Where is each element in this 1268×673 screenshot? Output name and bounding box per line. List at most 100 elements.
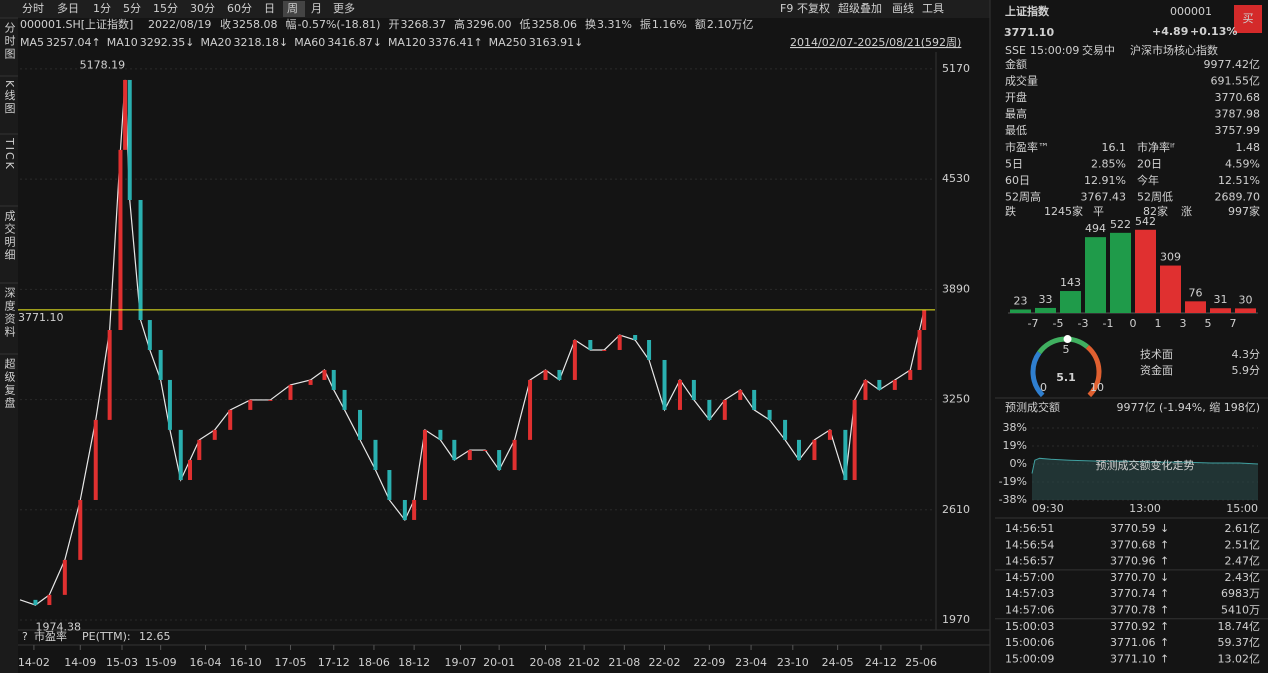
x-tick-label: 16-10	[230, 656, 262, 669]
ma-label: MA120	[388, 36, 426, 49]
candle	[853, 400, 857, 480]
ma-value: 3218.18↓	[233, 36, 288, 49]
candle	[452, 440, 456, 460]
y-tick-label: -38%	[999, 493, 1027, 506]
gauge-min: 0	[1040, 381, 1047, 394]
candle	[544, 370, 548, 380]
tool[interactable]: 不复权	[797, 1, 830, 15]
candle	[139, 200, 143, 320]
y-tick-label: 0%	[1010, 457, 1027, 470]
tab[interactable]: 1分	[93, 2, 111, 15]
tab[interactable]: 日	[264, 2, 275, 15]
x-tick-label: 15-09	[145, 656, 177, 669]
x-tick-label: 23-04	[735, 656, 767, 669]
tick-price: 3770.74	[1110, 587, 1156, 600]
x-tick-label: 09:30	[1032, 502, 1064, 515]
candle	[228, 410, 232, 430]
intraday-summary: 9977亿 (-1.94%, 缩 198亿)	[1117, 401, 1260, 414]
tick-time: 14:57:03	[1005, 587, 1054, 600]
candle	[647, 340, 651, 360]
tab[interactable]: 月	[311, 2, 322, 15]
range: 2014/02/07-2025/08/21(592周)	[790, 36, 961, 49]
side-bar	[0, 18, 18, 673]
side-tab[interactable]: 分时图	[3, 22, 16, 61]
tab[interactable]: 周	[287, 2, 298, 15]
candle	[783, 420, 787, 440]
candle	[723, 400, 727, 420]
y-tick-label: -19%	[999, 475, 1027, 488]
bar	[1160, 266, 1181, 313]
y-tick-label: 3250	[942, 393, 970, 406]
side-tab[interactable]: 超级复盘	[3, 357, 16, 410]
candle	[128, 80, 132, 200]
gauge-pointer	[1064, 335, 1072, 343]
tab[interactable]: 30分	[190, 2, 215, 15]
stat-value: 2.85%	[1091, 158, 1126, 171]
x-tick-label: 13:00	[1129, 502, 1161, 515]
x-tick-label: 23-10	[777, 656, 809, 669]
ma-value: 3416.87↓	[327, 36, 382, 49]
side-tab[interactable]: 深度资料	[3, 287, 16, 339]
tick-volume: 59.37亿	[1218, 636, 1261, 649]
tab[interactable]: 更多	[333, 1, 355, 15]
watermark: 预测成交额变化走势	[1096, 458, 1195, 472]
tool[interactable]: 工具	[922, 2, 944, 15]
candle	[213, 430, 217, 440]
stat-value: 3787.98	[1215, 108, 1261, 121]
side-tab[interactable]: TICK	[3, 137, 16, 171]
candle	[602, 350, 606, 351]
candle	[63, 560, 67, 595]
side-tab[interactable]: K线图	[3, 80, 16, 115]
bar-label: 542	[1135, 215, 1156, 228]
tool[interactable]: 画线	[892, 1, 914, 15]
tab[interactable]: 分时	[22, 2, 44, 15]
candle	[358, 410, 362, 440]
candle	[179, 430, 183, 480]
stat-label: 成交量	[1005, 74, 1038, 88]
score-label: 技术面	[1140, 348, 1173, 361]
bar	[1135, 230, 1156, 313]
info-label: 额	[695, 18, 706, 31]
stat-value: 691.55亿	[1211, 75, 1261, 88]
buy[interactable]: 买	[1243, 12, 1254, 25]
score-value: 4.3分	[1232, 348, 1261, 361]
tab[interactable]: 60分	[227, 2, 252, 15]
tick-arrow: ↑	[1160, 538, 1169, 551]
bar	[1110, 233, 1131, 313]
bar-label: 143	[1060, 276, 1081, 289]
tick-volume: 5410万	[1221, 604, 1260, 617]
x-tick-label: 7	[1230, 317, 1237, 330]
tick-arrow: ↑	[1160, 604, 1169, 617]
tick-volume: 2.43亿	[1225, 571, 1261, 584]
tool[interactable]: 超级叠加	[838, 1, 882, 15]
tick-arrow: ↑	[1160, 587, 1169, 600]
stat-value: 2689.70	[1215, 191, 1261, 204]
y-tick-label: 1970	[942, 613, 970, 626]
bar	[1085, 237, 1106, 313]
x-tick-label: 14-09	[64, 656, 96, 669]
candle	[108, 330, 112, 420]
y-tick-label: 19%	[1003, 439, 1027, 452]
y-tick-label: 5170	[942, 62, 970, 75]
info-value: -0.57%(-18.81)	[298, 18, 381, 31]
tab[interactable]: 5分	[123, 2, 141, 15]
x-tick-label: 14-02	[18, 656, 50, 669]
candle	[797, 440, 801, 460]
tick-time: 14:56:51	[1005, 522, 1054, 535]
x-tick-label: 25-06	[905, 656, 937, 669]
tab[interactable]: 15分	[153, 2, 178, 15]
tick-volume: 2.47亿	[1225, 555, 1261, 568]
side-tab[interactable]: 成交明细	[3, 210, 16, 262]
info-value: 3296.00	[466, 18, 512, 31]
candle	[268, 400, 272, 401]
x-tick-label: 21-08	[608, 656, 640, 669]
ind-label: PE(TTM):	[82, 630, 131, 643]
stat-label: 开盘	[1005, 90, 1027, 104]
intraday-title: 预测成交额	[1005, 400, 1060, 414]
candle	[707, 400, 711, 420]
candle	[403, 500, 407, 520]
tool[interactable]: F9	[780, 2, 793, 15]
tab[interactable]: 多日	[57, 1, 79, 15]
ind-value: 12.65	[139, 630, 171, 643]
stat-value: 3770.68	[1215, 91, 1261, 104]
